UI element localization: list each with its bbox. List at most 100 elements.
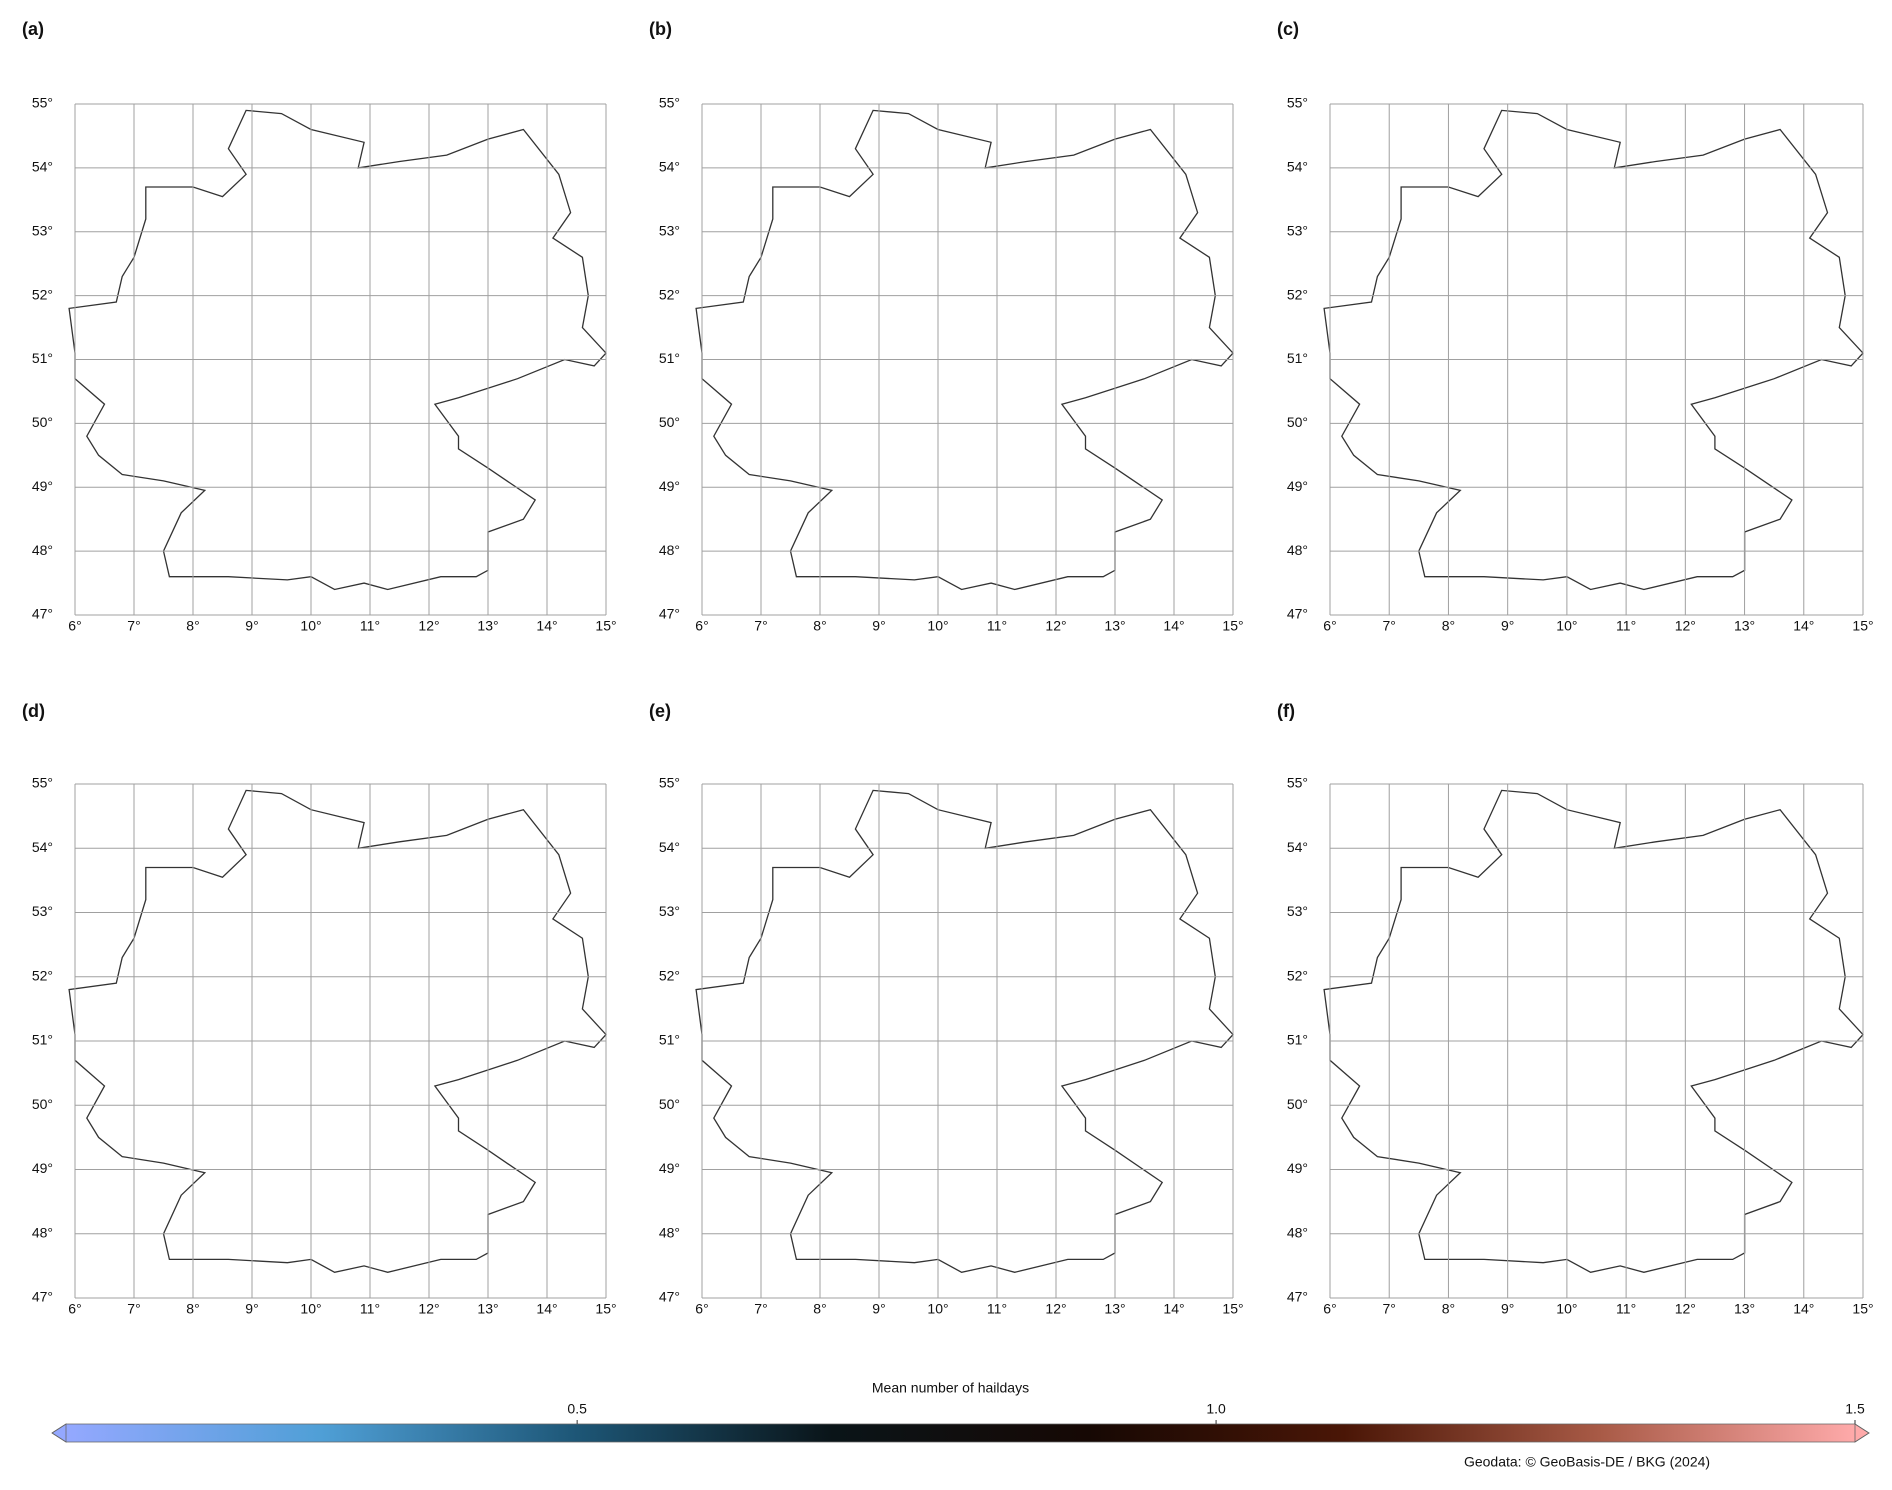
y-tick-label: 52° xyxy=(659,967,680,983)
x-tick-label: 12° xyxy=(418,618,439,634)
y-tick-label: 47° xyxy=(32,1289,53,1305)
x-tick-label: 13° xyxy=(1104,618,1125,634)
colorbar-extend-max xyxy=(1854,1423,1870,1443)
y-tick-label: 53° xyxy=(32,222,53,238)
x-tick-label: 14° xyxy=(536,1301,557,1317)
y-tick-label: 53° xyxy=(659,903,680,919)
y-tick-label: 47° xyxy=(32,606,53,622)
x-tick-label: 15° xyxy=(1222,1301,1243,1317)
y-tick-label: 55° xyxy=(659,775,680,791)
x-tick-label: 10° xyxy=(927,618,948,634)
x-tick-label: 8° xyxy=(1442,1301,1455,1317)
y-tick-label: 54° xyxy=(659,839,680,855)
y-tick-label: 54° xyxy=(1287,839,1308,855)
y-tick-label: 49° xyxy=(659,478,680,494)
country-outline xyxy=(695,789,1234,1273)
x-tick-label: 15° xyxy=(595,1301,616,1317)
y-tick-label: 53° xyxy=(659,222,680,238)
colorbar: Mean number of haildays 0.5 1.0 1.5 xyxy=(51,1380,1870,1443)
x-tick-label: 11° xyxy=(1616,618,1636,634)
y-tick-label: 50° xyxy=(32,1096,53,1112)
y-tick-label: 47° xyxy=(1287,606,1308,622)
x-tick-label: 8° xyxy=(186,1301,199,1317)
x-tick-label: 7° xyxy=(127,1301,140,1317)
x-tick-label: 15° xyxy=(1852,618,1873,634)
x-tick-label: 8° xyxy=(813,618,826,634)
colorbar-frame xyxy=(51,1423,1870,1443)
y-tick-label: 51° xyxy=(659,1032,680,1048)
x-tick-label: 15° xyxy=(595,618,616,634)
x-tick-label: 9° xyxy=(872,618,885,634)
x-tick-label: 12° xyxy=(1045,1301,1066,1317)
y-tick-label: 49° xyxy=(659,1160,680,1176)
y-tick-label: 52° xyxy=(32,286,53,302)
x-tick-label: 14° xyxy=(1793,1301,1814,1317)
y-tick-label: 47° xyxy=(659,1289,680,1305)
y-tick-label: 52° xyxy=(32,967,53,983)
x-tick-label: 9° xyxy=(872,1301,885,1317)
x-tick-label: 13° xyxy=(477,1301,498,1317)
y-tick-label: 50° xyxy=(32,414,53,430)
y-tick-label: 49° xyxy=(32,1160,53,1176)
x-tick-label: 13° xyxy=(1104,1301,1125,1317)
x-tick-label: 9° xyxy=(1501,618,1514,634)
x-tick-label: 15° xyxy=(1852,1301,1873,1317)
colorbar-extend-min xyxy=(51,1423,67,1443)
country-outline xyxy=(68,109,607,591)
x-tick-label: 6° xyxy=(695,1301,708,1317)
x-tick-label: 14° xyxy=(1163,618,1184,634)
x-tick-label: 7° xyxy=(754,1301,767,1317)
colorbar-title: Mean number of haildays xyxy=(872,1380,1029,1396)
x-tick-label: 8° xyxy=(186,618,199,634)
y-tick-label: 49° xyxy=(1287,478,1308,494)
y-tick-label: 48° xyxy=(1287,542,1308,558)
y-tick-label: 55° xyxy=(32,775,53,791)
y-tick-label: 52° xyxy=(1287,967,1308,983)
y-tick-label: 47° xyxy=(1287,1289,1308,1305)
y-tick-label: 53° xyxy=(32,903,53,919)
x-tick-label: 12° xyxy=(1675,1301,1696,1317)
colorbar-gradient xyxy=(66,1424,1855,1442)
country-outline xyxy=(68,789,607,1273)
y-tick-label: 47° xyxy=(659,606,680,622)
y-tick-label: 48° xyxy=(659,542,680,558)
x-tick-label: 6° xyxy=(68,1301,81,1317)
x-tick-label: 12° xyxy=(1045,618,1066,634)
x-tick-label: 11° xyxy=(360,618,380,634)
x-tick-label: 10° xyxy=(1556,618,1577,634)
x-tick-label: 6° xyxy=(1323,1301,1336,1317)
x-tick-label: 13° xyxy=(1734,618,1755,634)
source-credit: Geodata: © GeoBasis-DE / BKG (2024) xyxy=(1464,1454,1710,1470)
x-tick-label: 8° xyxy=(813,1301,826,1317)
x-tick-label: 13° xyxy=(477,618,498,634)
colorbar-tick-label: 1.5 xyxy=(1845,1401,1865,1417)
map-panel: (e) 6° 7° 8° 9° 10° 11° 12° 13° 14° 15° 47° 48° 49° 50… xyxy=(649,701,1244,1317)
y-tick-label: 54° xyxy=(32,839,53,855)
panel-label: (d) xyxy=(22,701,45,721)
x-tick-label: 11° xyxy=(1616,1301,1636,1317)
y-tick-label: 50° xyxy=(659,1096,680,1112)
x-tick-label: 10° xyxy=(927,1301,948,1317)
y-tick-label: 49° xyxy=(32,478,53,494)
y-tick-label: 49° xyxy=(1287,1160,1308,1176)
x-tick-label: 7° xyxy=(1383,1301,1396,1317)
panel-label: (a) xyxy=(22,19,44,39)
y-tick-label: 54° xyxy=(32,159,53,175)
map-panel: (a) 6° 7° 8° 9° 10° 11° 12° 13° 14° 15° 47° 48° 49° 50… xyxy=(22,19,617,634)
map-panel: (b) 6° 7° 8° 9° 10° 11° 12° 13° 14° 15° 47° 48° 49° 50… xyxy=(649,19,1244,634)
x-tick-label: 7° xyxy=(1383,618,1396,634)
x-tick-label: 9° xyxy=(245,1301,258,1317)
x-tick-label: 14° xyxy=(1163,1301,1184,1317)
y-tick-label: 48° xyxy=(659,1224,680,1240)
panel-label: (f) xyxy=(1277,701,1295,721)
x-tick-label: 15° xyxy=(1222,618,1243,634)
y-tick-label: 55° xyxy=(1287,95,1308,111)
y-tick-label: 48° xyxy=(1287,1224,1308,1240)
x-tick-label: 12° xyxy=(1675,618,1696,634)
x-tick-label: 12° xyxy=(418,1301,439,1317)
panel-label: (b) xyxy=(649,19,672,39)
x-tick-label: 10° xyxy=(300,618,321,634)
y-tick-label: 51° xyxy=(32,350,53,366)
panel-label: (e) xyxy=(649,701,671,721)
